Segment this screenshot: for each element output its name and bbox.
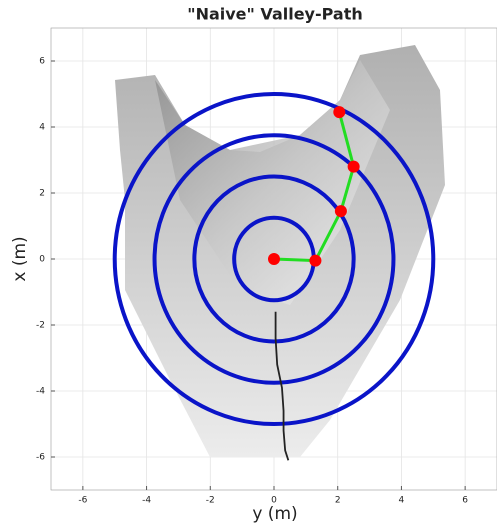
x-tick-label: -6 <box>78 496 87 506</box>
y-tick-label: -2 <box>36 321 45 331</box>
y-tick-label: -4 <box>36 387 45 397</box>
x-tick-label: -4 <box>142 496 151 506</box>
y-tick-label: 2 <box>39 189 45 199</box>
y-tick-label: -6 <box>36 453 45 463</box>
chart: "Naive" Valley-Path y (m) x (m) -6 -4 -2 0 2… <box>0 0 497 527</box>
point <box>268 253 280 265</box>
point <box>348 161 360 173</box>
chart-title: "Naive" Valley-Path <box>187 5 363 24</box>
point <box>335 205 347 217</box>
y-axis-label: x (m) <box>10 236 30 281</box>
x-tick-label: 6 <box>462 496 468 506</box>
point <box>333 106 345 118</box>
x-tick-label: -2 <box>206 496 215 506</box>
y-tick-label: 4 <box>39 123 45 133</box>
y-tick-label: 0 <box>39 255 45 265</box>
x-tick-label: 2 <box>335 496 341 506</box>
x-tick-label: 0 <box>271 496 277 506</box>
page: "Naive" Valley-Path y (m) x (m) -6 -4 -2 0 2… <box>0 0 497 527</box>
y-tick-label: 6 <box>39 57 45 67</box>
x-tick-label: 4 <box>399 496 405 506</box>
point <box>309 255 321 267</box>
x-axis-label: y (m) <box>252 504 297 524</box>
